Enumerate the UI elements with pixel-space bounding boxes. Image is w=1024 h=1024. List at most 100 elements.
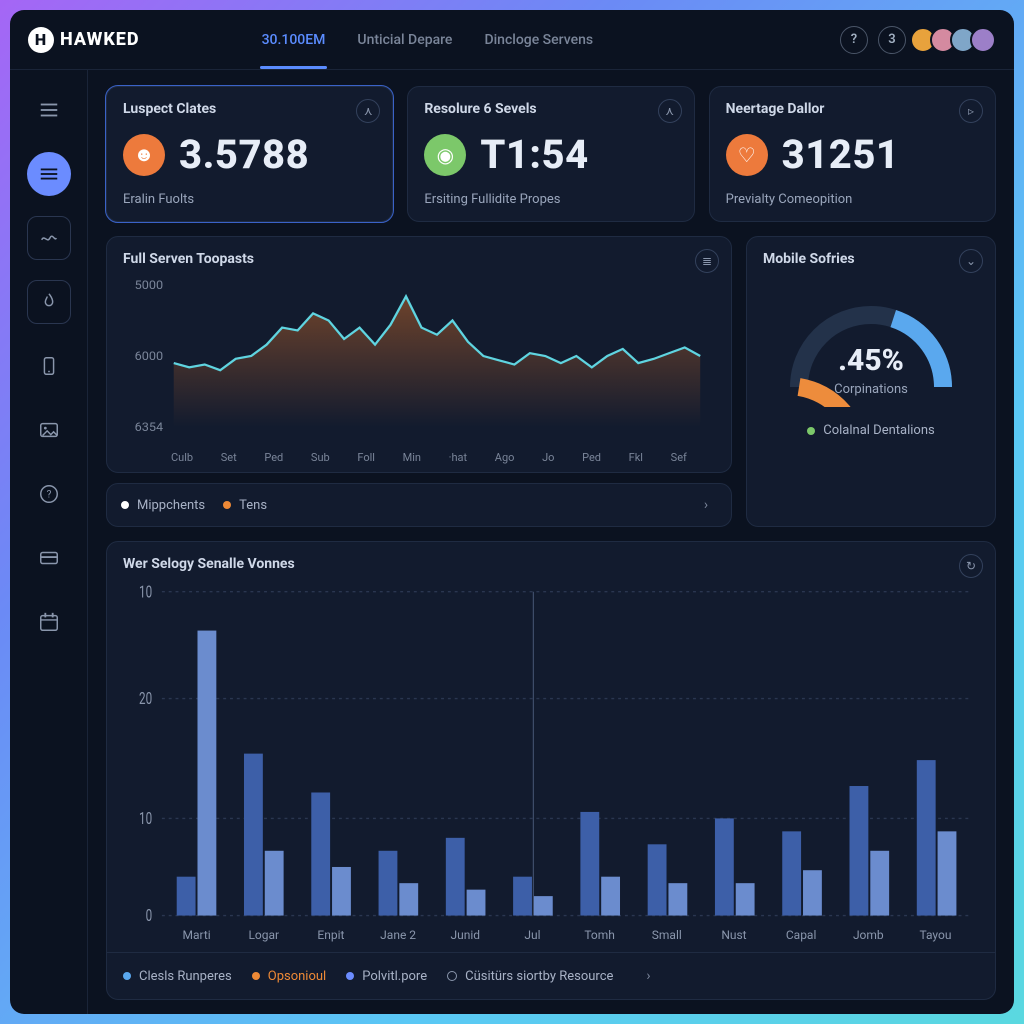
sidebar-flame-icon[interactable] [27,280,71,324]
kpi-value: T1:54 [480,131,588,178]
header-tab-1[interactable]: Unticial Depare [355,12,454,68]
bar-legend-item-2[interactable]: Polvitl.pore [346,969,427,984]
x-tick: Sub [311,451,330,464]
line-chart-column: Full Serven Toopasts ≣ 500060006354 Culb… [106,236,732,527]
bar-legend-expand-icon[interactable]: › [637,965,659,987]
sidebar-image-icon[interactable] [27,408,71,452]
gauge-card: Mobile Sofries ⌄ .45% Corpinations Colal… [746,236,996,527]
x-tick: Junid [432,928,499,942]
bar-legend-item-0[interactable]: Clesls Runperes [123,969,232,984]
logo[interactable]: H HAWKED [28,27,140,53]
line-legend-item-1[interactable]: Tens [223,498,267,513]
line-chart-card: Full Serven Toopasts ≣ 500060006354 Culb… [106,236,732,473]
kpi-card-2: Neertage Dallor▹♡31251Previalty Comeopit… [709,86,996,222]
sidebar-home-icon[interactable] [27,152,71,196]
x-tick: Small [633,928,700,942]
line-chart-legend: Mippchents Tens › [106,483,732,527]
kpi-value: 3.5788 [179,131,309,178]
svg-text:5000: 5000 [135,279,164,293]
bar-chart-card: Wer Selogy Senalle Vonnes ↻ 1020100 Mart… [106,541,996,1000]
bar-chart-action-icon[interactable]: ↻ [959,554,983,578]
svg-text:6354: 6354 [135,421,164,435]
kpi-title: Resolure 6 Sevels [424,101,677,117]
svg-text:10: 10 [139,582,152,602]
kpi-title: Neertage Dallor [726,101,979,117]
avatar-3[interactable] [970,27,996,53]
legend-dot-icon [346,972,354,980]
svg-text:6000: 6000 [135,350,164,364]
bar-legend-item-1[interactable]: Opsonioul [252,969,326,984]
bar-legend-item-3[interactable]: Cüsitürs siortby Resource [447,969,613,984]
x-tick: Ped [264,451,283,464]
legend-dot-icon [252,972,260,980]
kpi-icon: ◉ [424,134,466,176]
main: Luspect Clates⋏☻3.5788Eralin FuoltsResol… [88,70,1014,1014]
line-legend-item-0[interactable]: Mippchents [121,498,205,513]
x-tick: Jo [542,451,554,464]
kpi-action-icon[interactable]: ⋏ [658,99,682,123]
x-tick: Logar [230,928,297,942]
x-tick: Tayou [902,928,969,942]
avatar-stack[interactable] [916,27,996,53]
gauge-legend: Colalnal Dentalions [807,423,934,438]
brand-name: HAWKED [60,29,140,50]
x-tick: Jomb [835,928,902,942]
sidebar-card-icon[interactable] [27,536,71,580]
legend-dot-icon [223,501,231,509]
legend-label: Opsonioul [268,969,326,984]
sidebar-mobile-icon[interactable] [27,344,71,388]
gauge-action-icon[interactable]: ⌄ [959,249,983,273]
line-chart-svg: 5000 6000 6354 [123,267,715,447]
x-tick: ·hat [449,451,468,464]
legend-expand-icon[interactable]: › [695,494,717,516]
x-tick: Min [403,451,421,464]
sidebar-flow-icon[interactable] [27,216,71,260]
kpi-title: Luspect Clates [123,101,376,117]
bar-chart-x-axis: MartiLogarEnpitJane 2JunidJulTomhSmallNu… [123,924,979,942]
legend-label: Mippchents [137,498,205,513]
legend-marker-icon [447,971,457,981]
kpi-card-0: Luspect Clates⋏☻3.5788Eralin Fuolts [106,86,393,222]
gauge-value: .45% [838,343,904,378]
bar-chart-row: Wer Selogy Senalle Vonnes ↻ 1020100 Mart… [106,541,996,1000]
header-right: ? 3 [840,26,996,54]
sidebar-help-icon[interactable]: ? [27,472,71,516]
kpi-subtitle: Ersiting Fullidite Propes [424,192,677,207]
gauge-label: Corpinations [834,382,908,397]
x-tick: Jane 2 [365,928,432,942]
gauge-wrap: .45% Corpinations Colalnal Dentalions [763,277,979,438]
x-tick: Foll [357,451,375,464]
x-tick: Sef [671,451,687,464]
x-tick: Nust [700,928,767,942]
bar-chart-svg: 10 20 10 0 [123,572,979,924]
sidebar-calendar-icon[interactable] [27,600,71,644]
kpi-subtitle: Eralin Fuolts [123,192,376,207]
svg-text:20: 20 [139,689,152,709]
legend-dot-icon [121,501,129,509]
legend-label: Tens [239,498,267,513]
notification-badge[interactable]: 3 [878,26,906,54]
logo-mark-icon: H [28,27,54,53]
svg-text:0: 0 [146,906,153,924]
x-tick: Set [221,451,237,464]
x-tick: Fkl [629,451,643,464]
kpi-action-icon[interactable]: ⋏ [356,99,380,123]
mid-row: Full Serven Toopasts ≣ 500060006354 Culb… [106,236,996,527]
gauge-title: Mobile Sofries [763,251,979,267]
x-tick: Enpit [297,928,364,942]
header-tabs: 30.100EM Unticial Depare Dincloge Servens [260,12,596,68]
svg-text:10: 10 [139,809,152,829]
gauge-legend-text: Colalnal Dentalions [823,423,934,438]
kpi-icon: ♡ [726,134,768,176]
x-tick: Jul [499,928,566,942]
x-tick: Ago [495,451,515,464]
line-chart-x-axis: CulbSetPedSubFollMin·hatAgoJoPedFklSef [123,447,715,464]
help-icon[interactable]: ? [840,26,868,54]
line-chart-action-icon[interactable]: ≣ [695,249,719,273]
header-tab-2[interactable]: Dincloge Servens [482,12,595,68]
kpi-action-icon[interactable]: ▹ [959,99,983,123]
header-tab-0[interactable]: 30.100EM [260,12,328,68]
sidebar-list-icon[interactable] [27,88,71,132]
bar-chart-legend: Clesls Runperes Opsonioul Polvitl.pore Cüsi… [107,952,995,999]
x-tick: Culb [171,451,193,464]
